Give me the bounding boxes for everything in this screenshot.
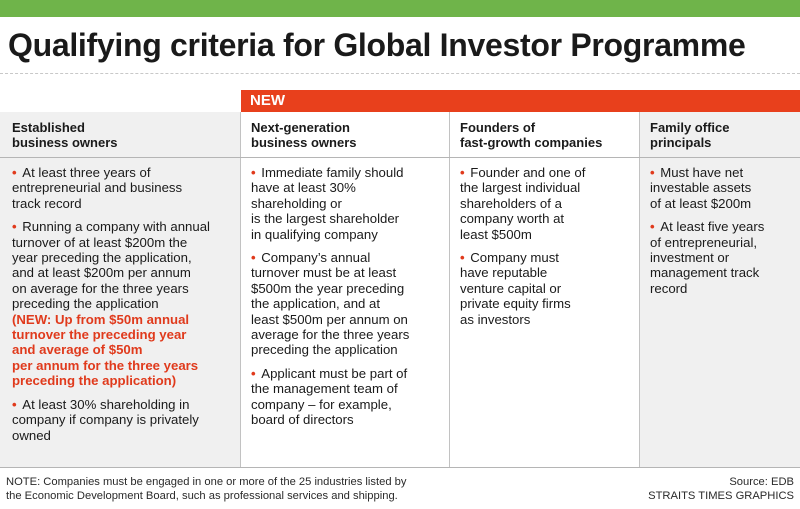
criterion-item: • At least 30% shareholding in company if… [12,396,199,443]
top-accent-bar [0,0,800,17]
column-shading-family-office [639,112,800,467]
source-credit: Source: EDB STRAITS TIMES GRAPHICS [648,475,794,503]
column-divider-founders [449,112,450,467]
title-divider [0,73,800,74]
new-band: NEW [241,90,800,112]
column-header-founders: Founders of fast-growth companies [460,120,603,150]
column-divider-next-generation [240,112,241,467]
bullet-icon: • [460,165,469,180]
column-divider-family-office [639,112,640,467]
bullet-icon: • [251,250,260,266]
footnote: NOTE: Companies must be engaged in one o… [6,476,407,502]
new-label: NEW [250,92,285,109]
bullet-icon: • [251,165,260,180]
criterion-item: • At least five years of entrepreneurial,… [650,219,765,296]
highlight-note: turnover the preceding year [12,327,187,343]
column-cell-founders: • Founder and one of the largest individu… [460,165,638,335]
bullet-icon: • [12,396,21,412]
header-row: Established business owners Next-generat… [0,112,800,158]
source-text: Source: EDB [729,476,794,488]
bullet-icon: • [12,219,21,235]
column-header-family-office: Family office principals [650,120,730,150]
column-header-next-generation: Next-generation business owners [251,120,357,150]
column-cell-family-office: • Must have net investable assets of at le… [650,165,798,304]
column-shading-established [0,112,240,467]
highlight-note: preceding the application) [12,373,177,389]
criterion-item: • Running a company with annual turnover … [12,219,238,388]
highlight-note: and average of $50m [12,342,143,358]
highlight-note: per annum for the three years [12,357,199,373]
column-cell-established: • At least three years of entrepreneurial… [12,165,238,451]
bullet-icon: • [12,165,21,180]
criterion-item: • Company’s annual turnover must be at le… [251,250,410,358]
page-title: Qualifying criteria for Global Investor … [8,27,746,63]
highlight-note: (NEW: Up from $50m annual [12,311,190,327]
column-header-established: Established business owners [12,120,118,150]
footer-divider [0,467,800,468]
graphics-credit: STRAITS TIMES GRAPHICS [648,490,794,502]
criterion-item: • Applicant must be part of the managemen… [251,365,408,428]
criterion-item: • Founder and one of the largest individu… [460,165,586,242]
criterion-item: • Must have net investable assets of at le… [650,165,752,211]
criterion-item: • Company must have reputable venture capi… [460,250,571,327]
column-cell-next-generation: • Immediate family should have at least 3… [251,165,447,436]
bullet-icon: • [460,250,469,266]
criterion-item: • At least three years of entrepreneurial… [12,165,183,211]
bullet-icon: • [650,165,659,180]
bullet-icon: • [251,365,260,381]
bullet-icon: • [650,219,659,235]
criterion-item: • Immediate family should have at least 3… [251,165,404,242]
